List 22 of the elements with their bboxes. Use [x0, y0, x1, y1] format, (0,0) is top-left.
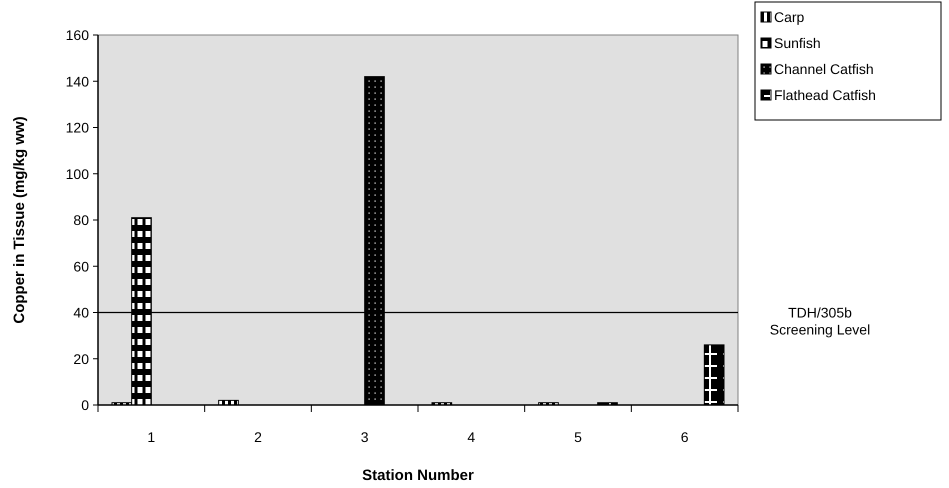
y-tick-label: 60	[73, 258, 90, 274]
y-tick-label: 0	[81, 397, 90, 413]
x-tick-label: 4	[467, 429, 476, 445]
ref-line-label: TDH/305b Screening Level	[770, 304, 870, 338]
x-tick-label: 1	[147, 429, 156, 445]
y-tick-label: 80	[73, 212, 90, 228]
legend-label: Carp	[774, 9, 805, 25]
x-tick-label: 6	[680, 429, 689, 445]
y-axis-title: Copper in Tissue (mg/kg ww)	[11, 116, 28, 324]
legend-label: Channel Catfish	[774, 61, 874, 77]
x-tick-label: 5	[574, 429, 582, 445]
legend-label: Sunfish	[774, 35, 821, 51]
y-tick-label: 120	[66, 120, 90, 136]
y-tick-label: 140	[66, 73, 90, 90]
x-axis-title: Station Number	[362, 467, 474, 484]
x-tick-label: 2	[254, 429, 262, 445]
y-tick-label: 40	[73, 304, 90, 320]
legend-label: Flathead Catfish	[774, 87, 876, 103]
y-tick-label: 100	[66, 166, 90, 182]
x-tick-label: 3	[360, 429, 369, 445]
y-tick-label: 20	[73, 350, 90, 367]
y-tick-label: 160	[66, 27, 90, 43]
